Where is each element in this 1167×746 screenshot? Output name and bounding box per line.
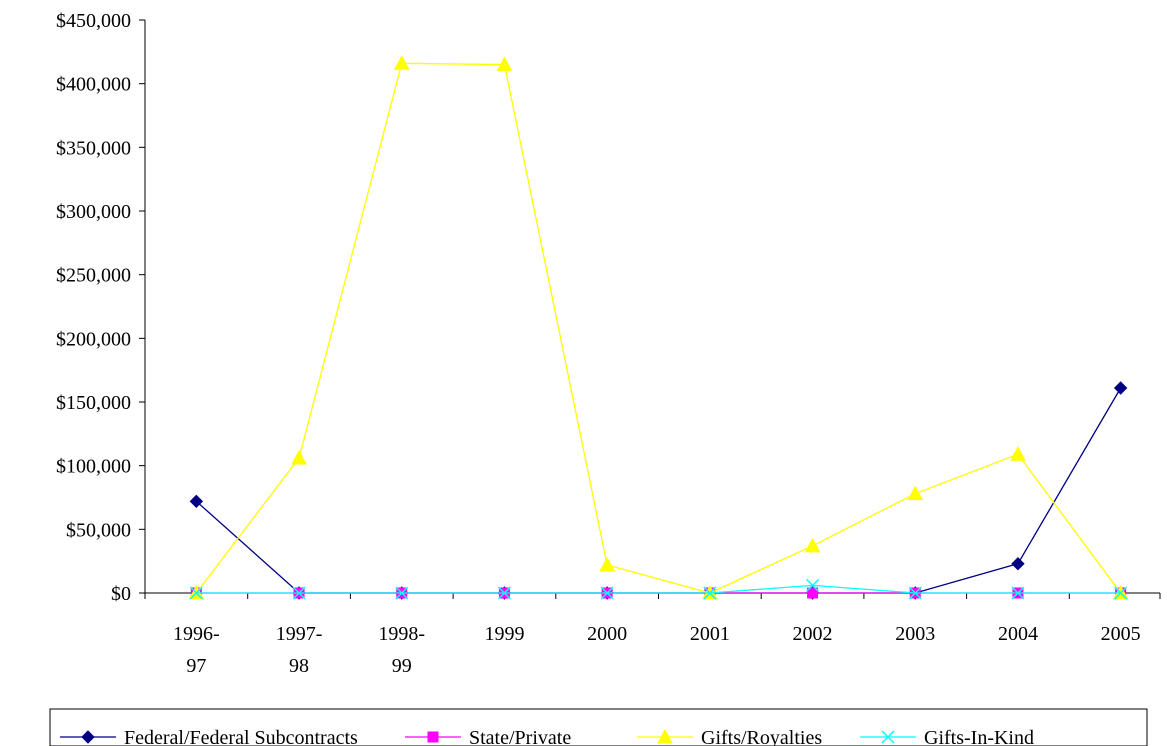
legend-box <box>49 708 1148 746</box>
data-point <box>497 586 511 600</box>
series-federal-federal-subcontracts <box>189 381 1128 600</box>
data-point <box>496 56 513 72</box>
marker-stroke <box>881 730 895 744</box>
x-tick-label: 2005 <box>1101 623 1141 645</box>
data-point <box>1011 557 1025 571</box>
y-tick-label: $450,000 <box>56 10 131 32</box>
series-line <box>196 584 1121 594</box>
x-tick-label: 2001 <box>690 623 730 645</box>
x-tick-label: 1998-99 <box>378 623 425 677</box>
legend-label: State/Private <box>469 727 571 746</box>
legend-swatch-marker <box>427 731 439 743</box>
data-point <box>189 494 204 509</box>
marker-stroke <box>1114 586 1128 600</box>
series-line <box>195 62 1122 594</box>
data-point <box>291 449 307 465</box>
data-point <box>806 578 820 592</box>
y-tick-label: $250,000 <box>56 265 131 287</box>
marker-stroke <box>497 586 511 600</box>
series-line <box>195 387 1122 594</box>
legend-label: Federal/Federal Subcontracts <box>124 727 358 746</box>
axes: $0 $50,000 $100,000 $150,000 $200,000 $250,00… <box>56 10 1161 677</box>
data-point <box>804 537 821 553</box>
legend-item: Federal/Federal Subcontracts <box>60 727 358 746</box>
legend-label: Gifts/Royalties <box>701 727 822 746</box>
legend-item: State/Private <box>405 727 571 746</box>
y-tick-label: $50,000 <box>66 519 131 541</box>
y-tick-label: $0 <box>111 583 131 605</box>
marker-stroke <box>806 578 820 592</box>
data-point <box>807 587 819 599</box>
marker-stroke <box>292 586 306 600</box>
data-point <box>1114 586 1128 600</box>
legend-item: Gifts/Royalties <box>637 727 822 746</box>
marker-stroke <box>1011 586 1025 600</box>
marker-stroke <box>189 586 203 600</box>
y-tick-label: $300,000 <box>56 201 131 223</box>
legend-item: Gifts-In-Kind <box>860 727 1034 746</box>
legend-swatch-marker <box>881 730 895 744</box>
data-point <box>908 586 922 600</box>
x-tick-label: 1999 <box>484 623 524 645</box>
data-point <box>600 586 614 600</box>
data-point <box>395 586 409 600</box>
x-tick-label: 1996-97 <box>173 623 220 677</box>
x-tick-label: 1997-98 <box>276 623 323 677</box>
marker-stroke <box>908 586 922 600</box>
series-gifts-royalties <box>188 55 1129 600</box>
legend-swatch-marker <box>657 728 673 744</box>
data-point <box>703 586 717 600</box>
x-tick-label: 2004 <box>998 623 1038 645</box>
y-tick-label: $100,000 <box>56 456 131 478</box>
data-point <box>907 485 924 501</box>
data-point <box>1113 381 1128 395</box>
data-point <box>1011 586 1025 600</box>
marker-stroke <box>703 586 717 600</box>
legend-swatch-marker <box>81 730 95 744</box>
data-point <box>292 586 306 600</box>
y-tick-label: $350,000 <box>56 137 131 159</box>
y-tick-label: $150,000 <box>56 392 131 414</box>
x-tick-label: 2000 <box>587 623 627 645</box>
data-point <box>393 55 410 70</box>
legend: Federal/Federal Subcontracts State/Privat… <box>49 708 1148 746</box>
x-tick-label: 2003 <box>895 623 935 645</box>
data-point <box>599 556 615 572</box>
y-tick-label: $200,000 <box>56 328 131 350</box>
y-tick-label: $400,000 <box>56 74 131 96</box>
marker-stroke <box>600 586 614 600</box>
data-point <box>189 586 203 600</box>
legend-label: Gifts-In-Kind <box>924 727 1034 746</box>
x-tick-label: 2002 <box>793 623 833 645</box>
series-gifts-in-kind <box>189 578 1128 600</box>
plot-area <box>188 55 1129 600</box>
marker-stroke <box>395 586 409 600</box>
data-point <box>1010 446 1026 461</box>
